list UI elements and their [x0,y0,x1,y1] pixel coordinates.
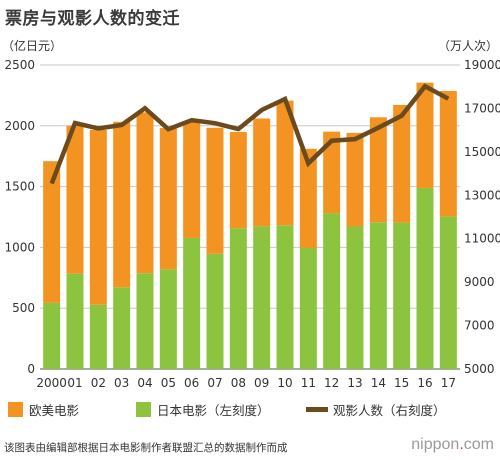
right-tick-label: 19000 [464,58,500,72]
right-axis-unit: （万人次） [438,39,498,53]
right-tick-label: 9000 [464,275,495,289]
x-tick-label: 01 [67,376,82,390]
left-axis-unit: （亿日元） [2,38,62,53]
x-tick-label: 08 [231,376,246,390]
bar-western [369,117,387,223]
bar-western [299,148,317,249]
x-tick-label: 10 [277,376,292,390]
bar-japanese [206,253,224,369]
source-note: 该图表由编辑部根据日本电影制作者联盟汇总的数据制作而成 [4,442,288,454]
x-tick-label: 15 [394,376,409,390]
left-tick-label: 1500 [4,180,35,194]
x-tick-label: 06 [184,376,199,390]
x-tick-label: 12 [324,376,339,390]
bar-western [276,100,294,226]
bar-western [43,161,61,303]
right-tick-label: 13000 [464,188,500,202]
bar-western [416,82,434,188]
brand-logo: nippon.com [411,436,494,454]
x-tick-label: 07 [207,376,222,390]
bar-japanese [43,302,61,369]
x-tick-label: 13 [347,376,362,390]
bar-japanese [229,228,247,369]
bar-japanese [136,273,154,369]
legend-swatch-attendance [306,407,328,412]
x-tick-label: 02 [91,376,106,390]
brand-name: nippon [411,436,460,453]
brand-dot: . [459,436,464,453]
bar-japanese [299,248,317,369]
bar-western [439,91,457,217]
attendance-line-path [49,83,450,185]
legend-swatch-japanese [136,402,151,417]
bar-western [393,105,411,223]
bar-western [136,112,154,274]
bar-western [229,132,247,229]
bar-western [183,122,201,238]
x-tick-label: 05 [161,376,176,390]
right-tick-label: 5000 [464,362,495,376]
legend-label-attendance: 观影人数（右刻度） [333,403,446,418]
bar-western [323,131,341,214]
bar-japanese [276,225,294,369]
legend-swatch-western [8,402,23,417]
right-tick-label: 17000 [464,101,500,115]
bar-western [113,121,131,288]
bar-japanese [346,226,364,369]
left-tick-label: 1000 [4,240,35,254]
left-axis: 0 500 1000 1500 2000 2500 [4,58,35,376]
bar-japanese [393,222,411,369]
bar-japanese [183,237,201,369]
bar-japanese [416,187,434,369]
bar-western [253,118,271,227]
attendance-line [49,83,450,185]
brand-tld: com [463,436,494,453]
x-axis: 2000 01 02 03 04 05 06 07 08 09 10 11 12 13 14 15 16 17 [36,376,456,390]
legend-label-western: 欧美电影 [29,403,80,418]
bar-western [206,127,224,254]
x-tick-label: 2000 [36,376,67,390]
left-tick-label: 2000 [4,119,35,133]
left-tick-label: 2500 [4,58,35,72]
x-tick-label: 17 [441,376,456,390]
right-tick-label: 15000 [464,145,500,159]
bar-western [89,129,107,305]
bar-western [66,125,84,274]
left-tick-label: 500 [12,301,35,315]
x-tick-label: 11 [301,376,316,390]
bar-japanese [439,216,457,369]
bar-japanese [253,226,271,369]
right-tick-label: 7000 [464,319,495,333]
bar-japanese [113,287,131,369]
right-axis: 5000 7000 9000 11000 13000 15000 17000 19000 [464,58,500,376]
left-tick-label: 0 [27,362,35,376]
legend-label-japanese: 日本电影（左刻度） [157,403,270,418]
x-tick-label: 09 [254,376,269,390]
bar-japanese [159,269,177,369]
bar-japanese [66,273,84,369]
x-tick-label: 04 [137,376,152,390]
bar-japanese [323,213,341,369]
bar-japanese [89,304,107,369]
grid-lines [40,64,460,370]
legend: 欧美电影 日本电影（左刻度） 观影人数（右刻度） [8,402,446,418]
x-tick-label: 16 [417,376,432,390]
bars [43,82,457,369]
chart-title: 票房与观影人数的变迁 [5,9,180,29]
bar-western [346,132,364,227]
x-tick-label: 03 [114,376,129,390]
x-tick-label: 14 [371,376,386,390]
right-tick-label: 11000 [464,232,500,246]
bar-japanese [369,222,387,369]
bar-western [159,127,177,270]
